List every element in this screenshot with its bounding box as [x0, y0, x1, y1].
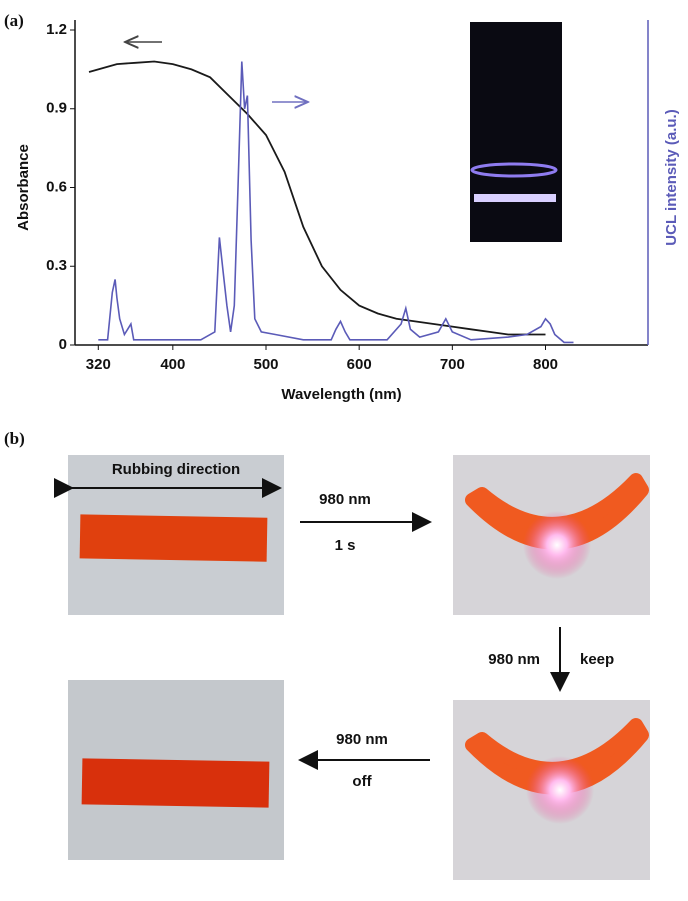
y-tick-label: 0 — [59, 336, 67, 353]
glow — [523, 511, 591, 579]
panel-label: (b) — [4, 429, 25, 448]
y-tick-label: 0.6 — [46, 178, 67, 195]
rubbing-label: Rubbing direction — [112, 461, 240, 478]
series-line — [98, 61, 574, 344]
x-axis-label: Wavelength (nm) — [281, 386, 401, 403]
x-tick-label: 800 — [533, 356, 558, 373]
x-tick-label: 500 — [253, 356, 278, 373]
y-axis-label: Absorbance — [15, 144, 32, 231]
plot: 0 0.3 0.6 0.9 1.2 320 400 500 600 700 800 Wavelengt… — [15, 20, 680, 403]
inset-photo — [470, 22, 562, 242]
film — [79, 514, 268, 562]
step-condition: keep — [580, 651, 614, 668]
x-tick-label: 600 — [347, 356, 372, 373]
glow — [526, 756, 594, 824]
y-tick-label: 0.9 — [46, 100, 67, 117]
x-tick-label: 320 — [86, 356, 111, 373]
x-tick-label: 400 — [160, 356, 185, 373]
inset-glow — [470, 162, 558, 178]
film — [465, 718, 649, 795]
film — [81, 758, 270, 808]
y2-axis-label: UCL intensity (a.u.) — [663, 109, 680, 245]
panel-label: (a) — [4, 11, 24, 30]
series-line — [88, 60, 546, 336]
step-wavelength: 980 nm — [488, 651, 540, 668]
y-tick-label: 1.2 — [46, 21, 67, 38]
step-condition: off — [352, 773, 372, 790]
step-condition: 1 s — [335, 537, 356, 554]
x-tick-label: 700 — [440, 356, 465, 373]
y-tick-label: 0.3 — [46, 257, 67, 274]
inset-glow — [474, 194, 556, 202]
step-wavelength: 980 nm — [319, 491, 371, 508]
step-wavelength: 980 nm — [336, 731, 388, 748]
